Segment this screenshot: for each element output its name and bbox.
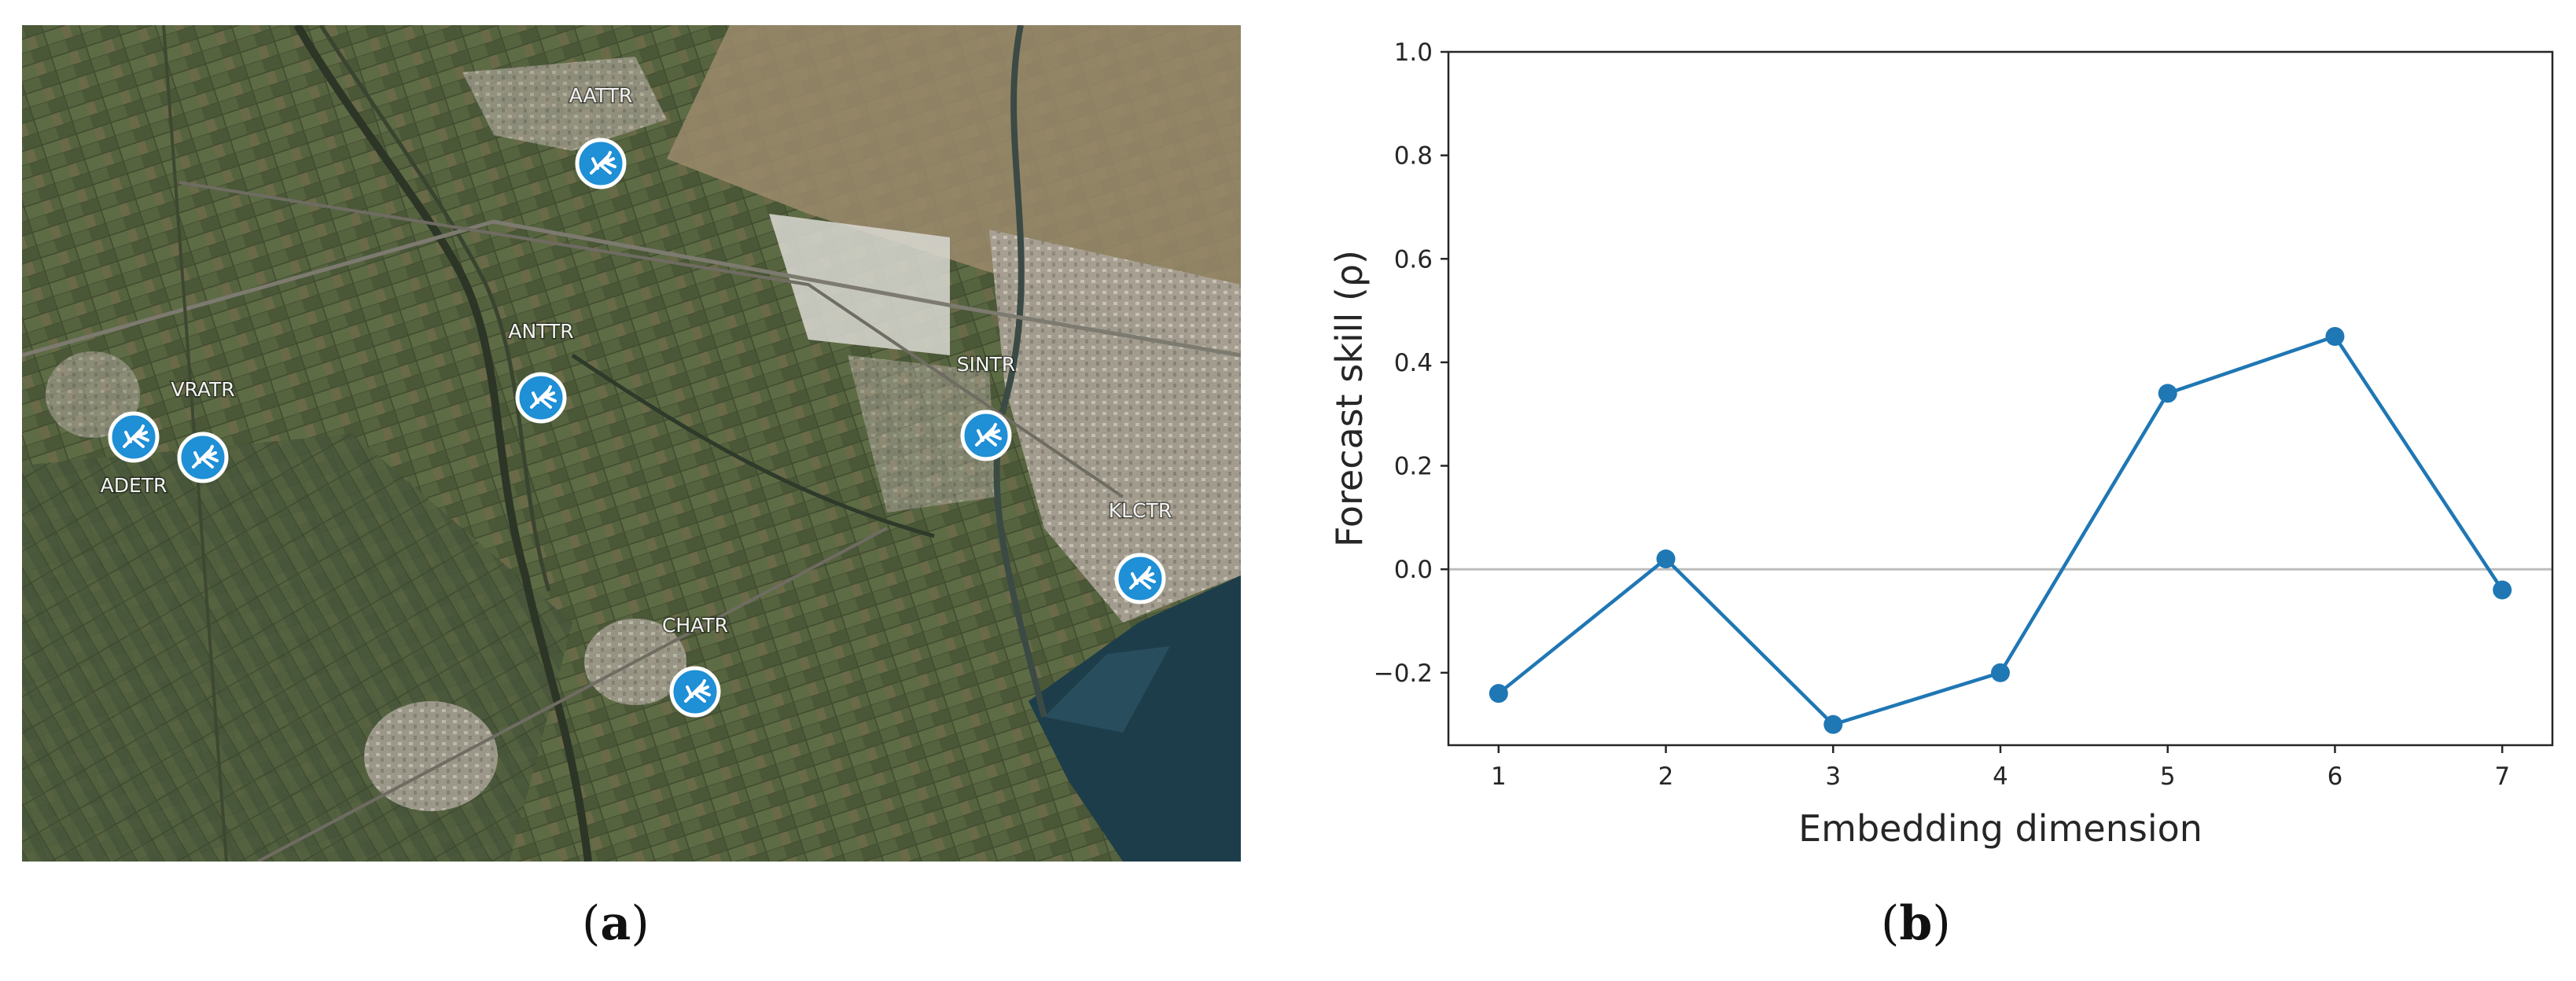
y-tick-label: 1.0 [1394,39,1433,67]
caption-a-letter: a [600,896,631,951]
station-marker[interactable] [958,407,1014,464]
x-tick-label: 2 [1658,762,1674,791]
x-tick-label: 1 [1491,762,1507,791]
data-point [2493,580,2512,600]
data-point [1656,549,1676,569]
chart-plot: −0.2 0.0 0.2 0.4 0.6 0.8 1.0 1 2 3 4 5 6 7 Embedding d… [1328,39,2554,850]
y-tick-label: 0.0 [1394,556,1433,584]
mosquito-icon [669,666,721,718]
data-point [1823,715,1843,734]
map-graphic [22,25,1241,862]
caption-b: (b) [1881,896,1951,951]
data-point [2158,384,2177,403]
station-label-anttr: ANTTR [508,320,573,343]
satellite-map: AATTR ANTTR VRATR ADETR SINTR KLCTR CHAT… [22,25,1241,862]
station-marker[interactable] [1112,550,1168,607]
y-tick-label: −0.2 [1374,660,1433,688]
station-marker[interactable] [513,369,569,426]
x-tick-label: 6 [2328,762,2343,791]
data-point [1991,663,2010,682]
mosquito-icon [177,432,229,483]
mosquito-icon [960,410,1012,461]
mosquito-icon [575,138,627,189]
data-point [1489,684,1508,704]
station-label-chatr: CHATR [662,614,728,637]
x-tick-label: 3 [1825,762,1841,791]
y-tick-label: 0.4 [1394,349,1433,377]
x-tick-label: 7 [2494,762,2510,791]
mosquito-icon [515,372,567,424]
caption-a: (a) [582,896,650,951]
x-tick-label: 4 [1993,762,2008,791]
plot-frame [1447,50,2554,747]
mosquito-icon [108,411,160,463]
station-marker[interactable] [667,663,723,720]
y-tick-label: 0.6 [1394,245,1433,274]
caption-b-letter: b [1899,896,1933,951]
station-label-vratr: VRATR [171,378,234,401]
x-tick-label: 5 [2160,762,2176,791]
x-axis-label: Embedding dimension [1798,807,2202,850]
data-point [2325,327,2345,347]
y-axis-label: Forecast skill (ρ) [1328,250,1371,547]
station-marker[interactable] [175,429,231,486]
station-label-sintr: SINTR [957,353,1016,376]
station-marker[interactable] [572,135,629,192]
station-label-aattr: AATTR [569,84,632,107]
station-marker[interactable] [105,409,162,465]
station-labels: AATTR ANTTR VRATR ADETR SINTR KLCTR CHAT… [99,83,1173,638]
station-label-klctr: KLCTR [1109,499,1172,522]
forecast-skill-chart: −0.2 0.0 0.2 0.4 0.6 0.8 1.0 1 2 3 4 5 6 7 Embedding d… [1328,39,2554,850]
y-tick-label: 0.2 [1394,453,1433,481]
y-tick-label: 0.8 [1394,142,1433,171]
mosquito-icon [1114,553,1166,604]
station-label-adetr: ADETR [101,474,167,497]
